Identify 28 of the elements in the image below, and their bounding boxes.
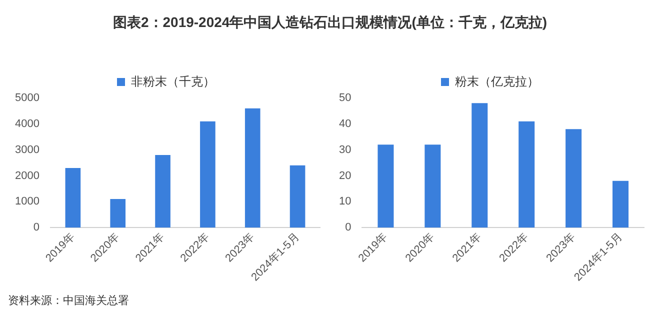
y-tick-label: 30 [338, 144, 352, 156]
y-tick-label: 2000 [14, 170, 40, 182]
bar [290, 165, 306, 228]
bar [566, 129, 582, 228]
bar [518, 121, 535, 228]
bar [612, 180, 629, 228]
chart-title: 图表2：2019-2024年中国人造钻石出口规模情况(单位：千克，亿克拉) [112, 13, 548, 32]
bar [200, 121, 216, 228]
y-tick-label: 3000 [14, 144, 40, 156]
y-tick-label: 50 [338, 92, 352, 104]
text: 资料来源：中国海关总署 [8, 294, 130, 308]
y-tick-label: 10 [338, 196, 352, 208]
y-tick-label: 4000 [14, 118, 40, 130]
y-tick-label: 0 [33, 222, 40, 234]
bar [424, 144, 441, 228]
bar [155, 155, 170, 228]
bar [65, 168, 81, 228]
bar [472, 103, 488, 228]
bar [378, 144, 394, 228]
legend-label: 粉末（亿克拉） [455, 74, 539, 88]
y-tick-label: 20 [338, 170, 352, 182]
y-tick-label: 40 [338, 118, 352, 130]
y-tick-label: 0 [345, 222, 352, 234]
y-tick-label: 1000 [14, 196, 40, 208]
y-tick-label: 5000 [14, 92, 40, 104]
legend-label: 非粉末（千克） [131, 74, 215, 88]
bar [244, 108, 260, 228]
bar [110, 199, 126, 228]
